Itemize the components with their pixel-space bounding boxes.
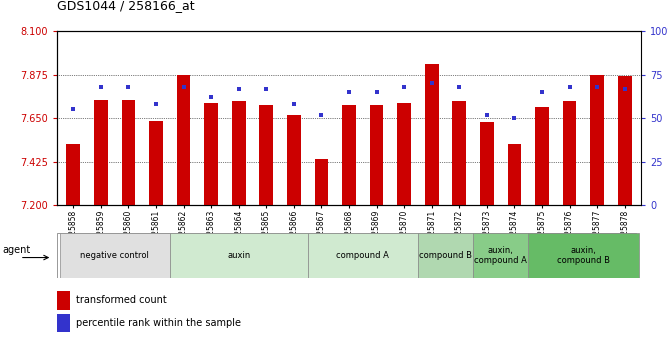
Bar xyxy=(452,101,466,205)
Bar xyxy=(232,101,246,205)
Bar xyxy=(177,75,190,205)
Bar xyxy=(315,159,329,205)
Text: auxin,
compound B: auxin, compound B xyxy=(557,246,610,265)
Text: GDS1044 / 258166_at: GDS1044 / 258166_at xyxy=(57,0,194,12)
Bar xyxy=(473,233,528,278)
Bar xyxy=(591,75,604,205)
Bar xyxy=(535,107,549,205)
Bar xyxy=(204,103,218,205)
Bar xyxy=(528,233,639,278)
Bar xyxy=(308,233,418,278)
Text: auxin: auxin xyxy=(227,251,250,260)
Text: auxin,
compound A: auxin, compound A xyxy=(474,246,527,265)
Bar xyxy=(57,291,69,309)
Bar xyxy=(57,314,69,332)
Bar xyxy=(562,101,576,205)
Bar xyxy=(66,144,80,205)
Bar xyxy=(122,100,136,205)
Bar xyxy=(287,115,301,205)
Bar xyxy=(425,64,439,205)
Bar xyxy=(369,105,383,205)
Text: compound A: compound A xyxy=(337,251,389,260)
Bar xyxy=(480,122,494,205)
Bar xyxy=(508,144,521,205)
Bar xyxy=(149,121,163,205)
Bar xyxy=(618,76,632,205)
Text: agent: agent xyxy=(3,245,31,255)
Bar xyxy=(397,103,411,205)
Bar xyxy=(418,233,473,278)
Bar xyxy=(342,105,356,205)
Bar xyxy=(259,105,273,205)
Text: percentile rank within the sample: percentile rank within the sample xyxy=(76,318,241,328)
Text: compound B: compound B xyxy=(419,251,472,260)
Bar xyxy=(59,233,170,278)
Text: transformed count: transformed count xyxy=(76,295,167,305)
Bar xyxy=(94,100,108,205)
Bar xyxy=(170,233,308,278)
Text: negative control: negative control xyxy=(80,251,149,260)
